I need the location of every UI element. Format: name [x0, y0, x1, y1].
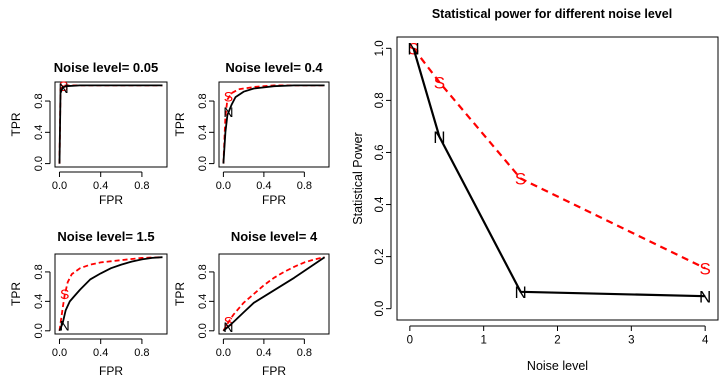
series-marker-N: N — [699, 287, 711, 306]
y-tick-label: 0.0 — [197, 323, 209, 338]
x-tick-label: 0.0 — [52, 347, 67, 359]
y-axis-label: TPR — [173, 282, 187, 306]
x-axis-label: FPR — [99, 193, 123, 207]
series-line-N — [58, 256, 163, 332]
x-tick-label: 0.0 — [216, 180, 231, 192]
x-axis-label: Noise level — [527, 359, 588, 373]
x-axis-label: FPR — [262, 364, 286, 378]
x-tick-label: 0.4 — [93, 180, 108, 192]
y-tick-label: 0.0 — [33, 323, 45, 338]
plot-frame — [218, 253, 330, 335]
y-tick-label: 0.0 — [374, 301, 386, 317]
x-tick-label: 0.8 — [134, 347, 149, 359]
y-tick-label: 0.8 — [33, 264, 45, 279]
y-tick-label: 0.4 — [197, 125, 209, 140]
series-line-N — [222, 256, 326, 332]
series-marker-S: S — [434, 73, 445, 92]
series-line-S — [412, 47, 706, 270]
series-line-N — [222, 84, 325, 164]
x-tick-label: 1 — [480, 335, 486, 347]
plot-frame — [54, 81, 168, 168]
x-axis-label: FPR — [99, 364, 123, 378]
series-marker-S: S — [515, 170, 526, 189]
y-tick-label: 0.8 — [33, 93, 45, 108]
y-tick-label: 0.4 — [374, 196, 386, 213]
x-tick-label: 4 — [702, 335, 709, 347]
x-tick-label: 0.0 — [216, 347, 231, 359]
series-marker-N: N — [433, 128, 445, 147]
x-tick-label: 0.8 — [134, 180, 149, 192]
x-tick-label: 0.8 — [297, 347, 312, 359]
y-axis-label: TPR — [9, 282, 23, 306]
y-axis-label: Statistical Power — [351, 132, 365, 224]
chart-title: Noise level= 0.4 — [225, 60, 323, 75]
series-line-S — [222, 84, 325, 164]
y-tick-label: 0.4 — [33, 294, 45, 309]
x-tick-label: 0.8 — [297, 180, 312, 192]
x-tick-label: 3 — [628, 335, 634, 347]
series-marker-N: N — [223, 319, 233, 335]
y-axis-label: TPR — [173, 112, 187, 136]
chart-title: Noise level= 1.5 — [57, 229, 154, 244]
y-tick-label: 0.0 — [33, 156, 45, 171]
plot-frame — [54, 253, 168, 335]
y-tick-label: 0.2 — [374, 249, 386, 265]
y-axis-label: TPR — [9, 112, 23, 136]
y-tick-label: 0.4 — [197, 294, 209, 309]
chart-panel-4: Noise level= 4 0.0 0.4 0.8 FPR 0.0 0.4 0.8 TPR SN — [173, 229, 330, 378]
series-marker-S: S — [224, 88, 233, 104]
plot-frame — [218, 81, 330, 168]
series-marker-N: N — [59, 80, 69, 96]
y-tick-label: 0.6 — [374, 144, 386, 160]
series-line-S — [58, 256, 163, 331]
x-tick-label: 2 — [554, 335, 560, 347]
y-tick-label: 0.8 — [197, 264, 209, 279]
chart-panel-3: Noise level= 1.5 0.0 0.4 0.8 FPR 0.0 0.4 0.8 TPR… — [9, 229, 168, 378]
x-tick-label: 0.4 — [256, 347, 271, 359]
series-marker-S: S — [224, 313, 233, 329]
series-line-S — [222, 256, 325, 332]
x-axis-label: FPR — [262, 193, 286, 207]
y-tick-label: 1.0 — [374, 40, 386, 56]
plot-frame — [396, 36, 719, 321]
chart-panel-1: Noise level= 0.05 0.0 0.4 0.8 FPR 0.0 0.4 0.8 TP… — [9, 60, 168, 207]
chart-panel-2: Noise level= 0.4 0.0 0.4 0.8 FPR 0.0 0.4 0.8 TPR… — [173, 60, 330, 207]
y-tick-label: 0.8 — [374, 92, 386, 108]
series-line-N — [58, 84, 163, 164]
series-marker-S: S — [60, 286, 69, 302]
series-line-N — [412, 47, 706, 298]
x-tick-label: 0.4 — [256, 180, 271, 192]
chart-panel-5: Statistical power for different noise le… — [351, 7, 719, 373]
series-marker-N: N — [223, 104, 233, 120]
x-tick-label: 0 — [407, 335, 413, 347]
chart-title: Noise level= 0.05 — [54, 60, 158, 75]
series-marker-S: S — [699, 259, 710, 278]
y-tick-label: 0.0 — [197, 156, 209, 171]
series-marker-N: N — [407, 39, 419, 58]
x-tick-label: 0.0 — [52, 180, 67, 192]
series-marker-N: N — [514, 283, 526, 302]
y-tick-label: 0.8 — [197, 93, 209, 108]
series-line-S — [58, 84, 163, 164]
chart-title: Statistical power for different noise le… — [432, 7, 672, 21]
chart-title: Noise level= 4 — [231, 229, 318, 244]
x-tick-label: 0.4 — [93, 347, 108, 359]
series-marker-N: N — [60, 318, 70, 334]
y-tick-label: 0.4 — [33, 125, 45, 140]
